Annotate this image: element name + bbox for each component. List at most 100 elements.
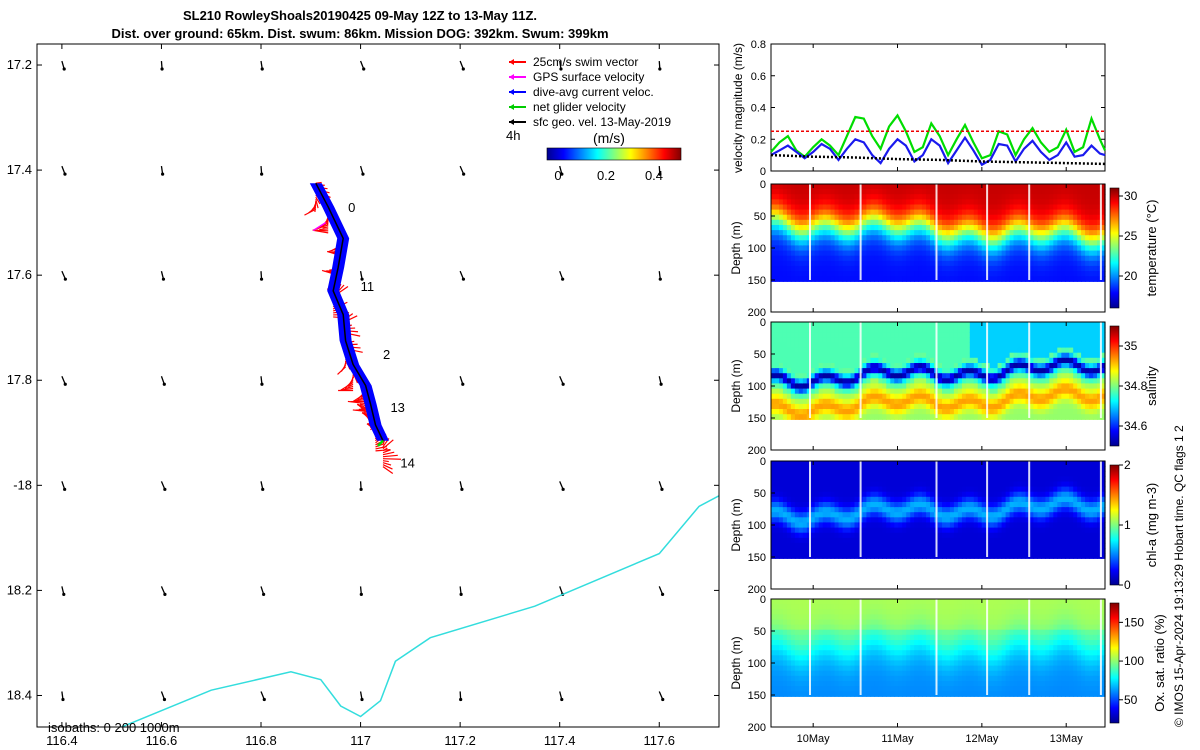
section-cell xyxy=(1025,189,1031,195)
section-cell xyxy=(961,235,967,241)
section-cell xyxy=(830,368,836,374)
section-cell xyxy=(965,373,971,379)
section-cell xyxy=(818,271,824,277)
section-cell xyxy=(779,373,784,379)
section-cell xyxy=(771,476,776,483)
section-cell xyxy=(922,240,927,246)
section-cell xyxy=(906,476,911,483)
section-cell xyxy=(993,184,999,190)
section-cell xyxy=(981,383,987,390)
section-cell xyxy=(898,409,903,415)
section-cell xyxy=(790,214,796,221)
section-cell xyxy=(866,363,871,369)
section-cell xyxy=(874,357,879,364)
section-cell xyxy=(1077,194,1082,200)
section-cell xyxy=(969,225,975,231)
section-cell xyxy=(1033,347,1038,354)
section-cell xyxy=(938,357,943,364)
section-cell xyxy=(1081,199,1086,206)
section-cell xyxy=(1013,368,1019,374)
section-cell xyxy=(1057,219,1062,226)
section-cell xyxy=(1005,502,1011,508)
section-cell xyxy=(1021,363,1027,369)
section-cell xyxy=(771,219,776,226)
section-cell xyxy=(771,240,776,246)
section-cell xyxy=(814,230,820,236)
section-cell xyxy=(993,363,999,369)
section-cell xyxy=(1029,332,1035,338)
section-cell xyxy=(862,409,868,415)
geostrophic-arrow-head xyxy=(163,592,167,597)
section-cell xyxy=(914,378,919,384)
section-cell xyxy=(870,271,875,277)
section-cell xyxy=(1025,184,1031,190)
section-cell xyxy=(834,393,840,400)
section-cell xyxy=(949,373,955,379)
section-cell xyxy=(1045,337,1050,344)
section-cell xyxy=(981,502,987,508)
section-cell xyxy=(870,235,875,241)
geostrophic-arrow-head xyxy=(163,487,167,491)
section-cell xyxy=(942,527,947,534)
section-cell xyxy=(771,491,776,498)
section-cell xyxy=(989,383,995,390)
section-cell xyxy=(1045,507,1050,513)
section-cell xyxy=(977,332,983,338)
section-cell xyxy=(890,517,895,523)
section-cell xyxy=(965,352,971,359)
section-cell xyxy=(965,276,971,282)
section-cell xyxy=(922,276,927,282)
section-cell xyxy=(886,184,891,190)
section-cell xyxy=(894,347,899,354)
section-cell xyxy=(1041,461,1046,467)
section-cell xyxy=(798,260,804,267)
section-cell xyxy=(938,271,943,277)
section-cell xyxy=(794,322,800,328)
section-cell xyxy=(830,219,836,226)
section-cell xyxy=(830,393,836,400)
section-cell xyxy=(854,184,860,190)
section-cell xyxy=(1017,209,1023,216)
section-cell xyxy=(957,332,963,338)
section-cell xyxy=(1001,517,1007,523)
section-cell xyxy=(790,255,796,262)
section-cell xyxy=(1029,357,1035,364)
section-cell xyxy=(834,542,840,549)
section-cell xyxy=(993,542,999,549)
section-cell xyxy=(826,235,832,241)
section-cell xyxy=(918,235,923,241)
section-cell xyxy=(878,527,883,534)
section-cell xyxy=(1017,471,1023,477)
section-cell xyxy=(965,271,971,277)
section-cell xyxy=(854,250,860,257)
section-cell xyxy=(1045,393,1050,400)
section-cell xyxy=(846,250,852,257)
section-cell xyxy=(902,276,907,282)
section-cell xyxy=(838,414,844,420)
section-cell xyxy=(1005,250,1011,257)
section-cell xyxy=(826,322,832,328)
section-cell xyxy=(870,527,875,534)
section-cell xyxy=(1009,476,1015,483)
data-gap xyxy=(809,184,811,280)
section-cell xyxy=(874,219,879,226)
section-cell xyxy=(775,235,780,241)
section-cell xyxy=(1005,398,1011,405)
section-cell xyxy=(1077,383,1082,390)
section-cell xyxy=(890,357,895,364)
geostrophic-arrow-head xyxy=(260,172,264,176)
section-cell xyxy=(1085,260,1090,267)
section-cell xyxy=(922,502,927,508)
section-cell xyxy=(798,393,804,400)
section-cell xyxy=(850,496,856,503)
section-cell xyxy=(1021,527,1027,534)
section-cell xyxy=(953,542,959,549)
section-cell xyxy=(906,245,911,252)
section-cell xyxy=(973,537,979,544)
section-cell xyxy=(870,276,875,282)
section-cell xyxy=(946,537,951,544)
section-cell xyxy=(989,522,995,529)
section-cell xyxy=(870,383,875,390)
section-cell xyxy=(775,481,780,488)
section-cell xyxy=(969,219,975,226)
